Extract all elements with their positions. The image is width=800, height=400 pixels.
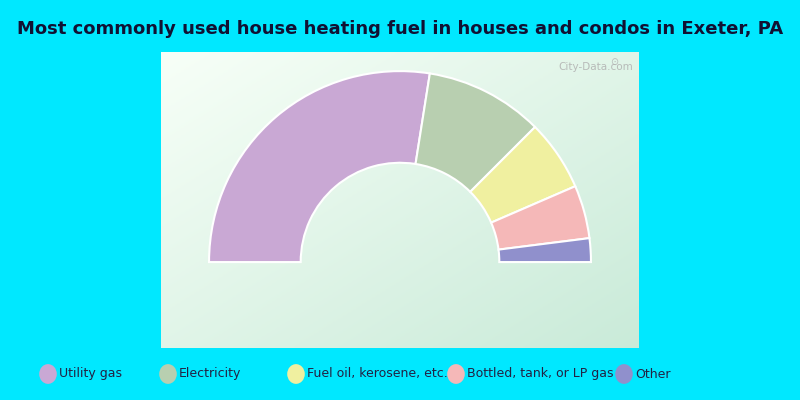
Wedge shape [498, 238, 591, 262]
Text: Bottled, tank, or LP gas: Bottled, tank, or LP gas [467, 368, 614, 380]
Ellipse shape [287, 364, 305, 384]
Ellipse shape [615, 364, 633, 384]
Text: Most commonly used house heating fuel in houses and condos in Exeter, PA: Most commonly used house heating fuel in… [17, 20, 783, 38]
Wedge shape [415, 74, 535, 192]
Wedge shape [209, 71, 430, 262]
Text: ⊙: ⊙ [610, 57, 618, 67]
Ellipse shape [159, 364, 177, 384]
Text: City-Data.com: City-Data.com [558, 62, 633, 72]
Text: Electricity: Electricity [179, 368, 242, 380]
Wedge shape [470, 127, 575, 223]
Text: Other: Other [635, 368, 670, 380]
Wedge shape [491, 186, 590, 250]
Text: Fuel oil, kerosene, etc.: Fuel oil, kerosene, etc. [307, 368, 448, 380]
Text: Utility gas: Utility gas [59, 368, 122, 380]
Ellipse shape [447, 364, 465, 384]
Ellipse shape [39, 364, 57, 384]
